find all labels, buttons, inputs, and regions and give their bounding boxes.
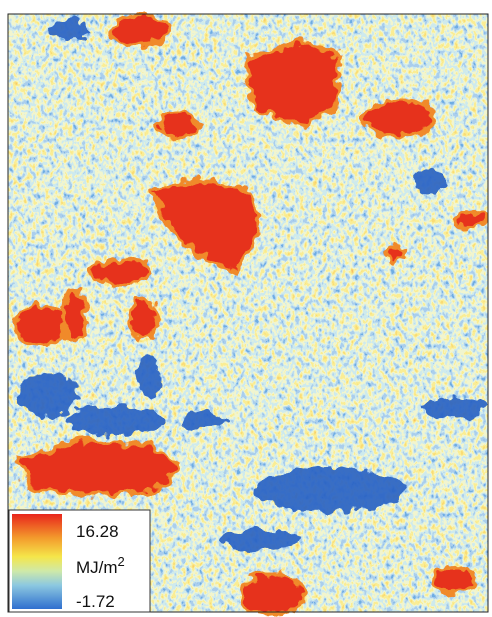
patch [158,114,198,138]
patch [414,170,446,194]
legend-min: -1.72 [76,592,115,611]
patch [65,406,165,434]
patch [240,574,304,614]
patch [255,468,405,512]
map-figure: 16.28 MJ/m2 -1.72 [0,0,492,617]
patch [388,246,404,262]
patch [425,398,485,418]
patch [90,260,150,284]
patch [110,15,170,45]
patch [245,40,340,125]
patch [137,356,159,400]
patch [220,530,300,550]
legend-unit: MJ/m2 [76,554,125,577]
patch [16,305,68,345]
patch [63,291,87,339]
patch [18,373,78,417]
legend-unit-exponent: 2 [118,554,125,569]
patch [435,568,475,592]
patch [181,412,229,428]
patch [129,298,157,338]
patch [365,100,435,136]
patch [455,212,485,228]
legend: 16.28 MJ/m2 -1.72 [9,510,150,612]
legend-max: 16.28 [76,522,119,541]
legend-color-ramp [12,514,62,609]
patch [50,20,90,40]
legend-unit-text: MJ/m [76,558,118,577]
page: 16.28 MJ/m2 -1.72 (() => { const data = … [0,0,492,617]
